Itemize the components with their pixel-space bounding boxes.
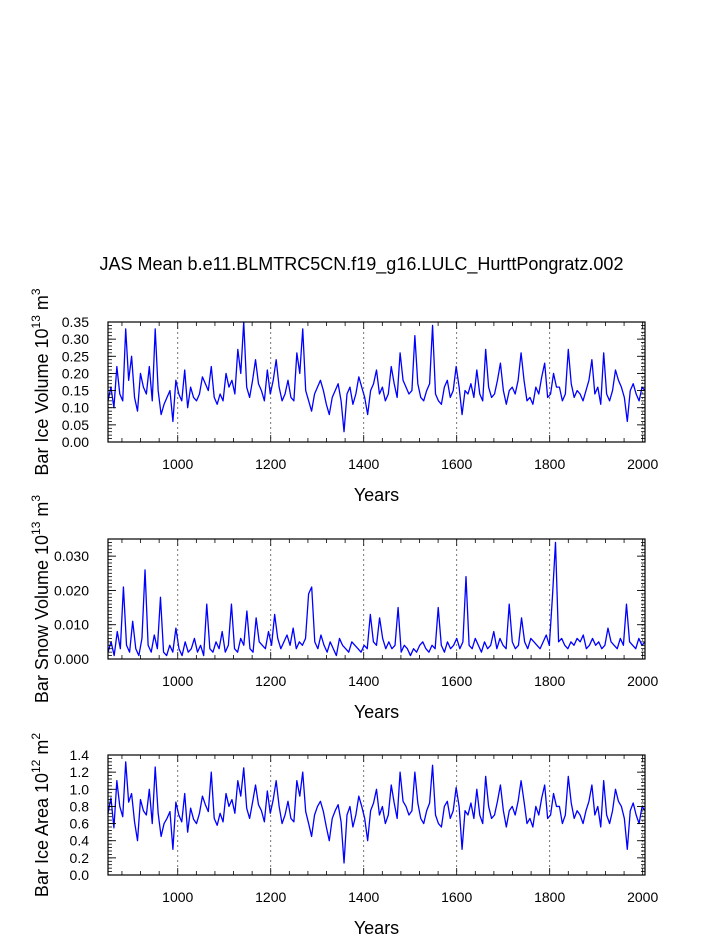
x-tick-label: 1000 xyxy=(162,456,193,472)
y-axis-label-main: Bar Ice Volume 10 xyxy=(32,328,52,475)
plot-frame xyxy=(107,754,646,876)
y-tick-label: 0.05 xyxy=(62,417,89,433)
series-line xyxy=(107,761,646,864)
y-axis-label-unit-exponent: 2 xyxy=(29,733,43,740)
x-tick-label: 1200 xyxy=(255,456,286,472)
y-tick-label: 0.20 xyxy=(62,365,89,381)
x-tick-label: 1400 xyxy=(348,889,379,905)
x-tick-label: 2000 xyxy=(627,889,658,905)
x-tick-label: 1000 xyxy=(162,673,193,689)
y-tick-label: 1.2 xyxy=(70,764,90,780)
x-tick-label: 1800 xyxy=(534,673,565,689)
chart-panel-1: 1000 1200 1400 1600 1800 2000Years0.000.050.1… xyxy=(29,288,658,505)
x-axis-label: Years xyxy=(354,918,399,935)
x-tick-label: 1400 xyxy=(348,673,379,689)
y-axis-label-unit: m xyxy=(32,740,52,755)
y-tick-label: 0.020 xyxy=(54,582,89,598)
y-axis-label-main: Bar Ice Area 10 xyxy=(32,773,52,897)
plot-frame xyxy=(107,321,646,443)
y-axis-label-exponent: 12 xyxy=(29,759,43,773)
y-axis-label: Bar Ice Volume 1013 m3 xyxy=(29,288,52,475)
x-tick-label: 1800 xyxy=(534,456,565,472)
y-tick-label: 0.10 xyxy=(62,400,89,416)
y-tick-label: 1.4 xyxy=(70,747,90,763)
x-tick-label: 2000 xyxy=(627,673,658,689)
x-tick-label: 2000 xyxy=(627,456,658,472)
y-axis-label-unit-exponent: 3 xyxy=(29,495,43,502)
x-tick-label: 1200 xyxy=(255,889,286,905)
x-axis-label: Years xyxy=(354,702,399,722)
y-tick-label: 0.6 xyxy=(70,816,90,832)
y-tick-label: 0.030 xyxy=(54,548,89,564)
x-tick-label: 1600 xyxy=(441,673,472,689)
x-tick-label: 1400 xyxy=(348,456,379,472)
x-tick-label: 1600 xyxy=(441,456,472,472)
x-axis-label: Years xyxy=(354,485,399,505)
y-tick-label: 0.2 xyxy=(70,850,90,866)
y-tick-label: 1.0 xyxy=(70,781,90,797)
y-tick-label: 0.8 xyxy=(70,798,90,814)
x-tick-label: 1800 xyxy=(534,889,565,905)
y-axis-label: Bar Ice Area 1012 m2 xyxy=(29,733,52,897)
chart-panel-2: 1000 1200 1400 1600 1800 2000 Years 0.000 0.010 0… xyxy=(29,495,658,722)
y-axis-label: Bar Snow Volume 1013 m3 xyxy=(29,495,52,703)
y-tick-label: 0.010 xyxy=(54,617,89,633)
y-tick-label: 0.35 xyxy=(62,314,89,330)
y-tick-label: 0.25 xyxy=(62,348,89,364)
chart-title: JAS Mean b.e11.BLMTRC5CN.f19_g16.LULC_Hu… xyxy=(99,254,624,274)
plot-frame xyxy=(107,538,646,660)
y-axis-label-exponent: 13 xyxy=(29,521,43,535)
x-tick-label: 1600 xyxy=(441,889,472,905)
x-tick-label: 1200 xyxy=(255,673,286,689)
y-axis-label-unit-exponent: 3 xyxy=(29,288,43,295)
y-tick-label: 0.00 xyxy=(62,434,89,450)
y-tick-label: 0.4 xyxy=(70,833,90,849)
y-tick-label: 0.000 xyxy=(54,651,89,667)
series-line xyxy=(107,541,646,657)
chart-panel-3: 1000 1200 1400 1600 1800 2000Years0.00.20.40.… xyxy=(29,733,658,935)
y-axis-label-unit: m xyxy=(32,295,52,310)
y-tick-label: 0.30 xyxy=(62,331,89,347)
series-line xyxy=(107,321,646,433)
y-axis-label-unit: m xyxy=(32,502,52,517)
x-tick-label: 1000 xyxy=(162,889,193,905)
y-tick-label: 0.15 xyxy=(62,383,89,399)
y-axis-label-exponent: 13 xyxy=(29,315,43,329)
y-tick-label: 0.0 xyxy=(70,867,90,883)
y-axis-label-main: Bar Snow Volume 10 xyxy=(32,535,52,703)
